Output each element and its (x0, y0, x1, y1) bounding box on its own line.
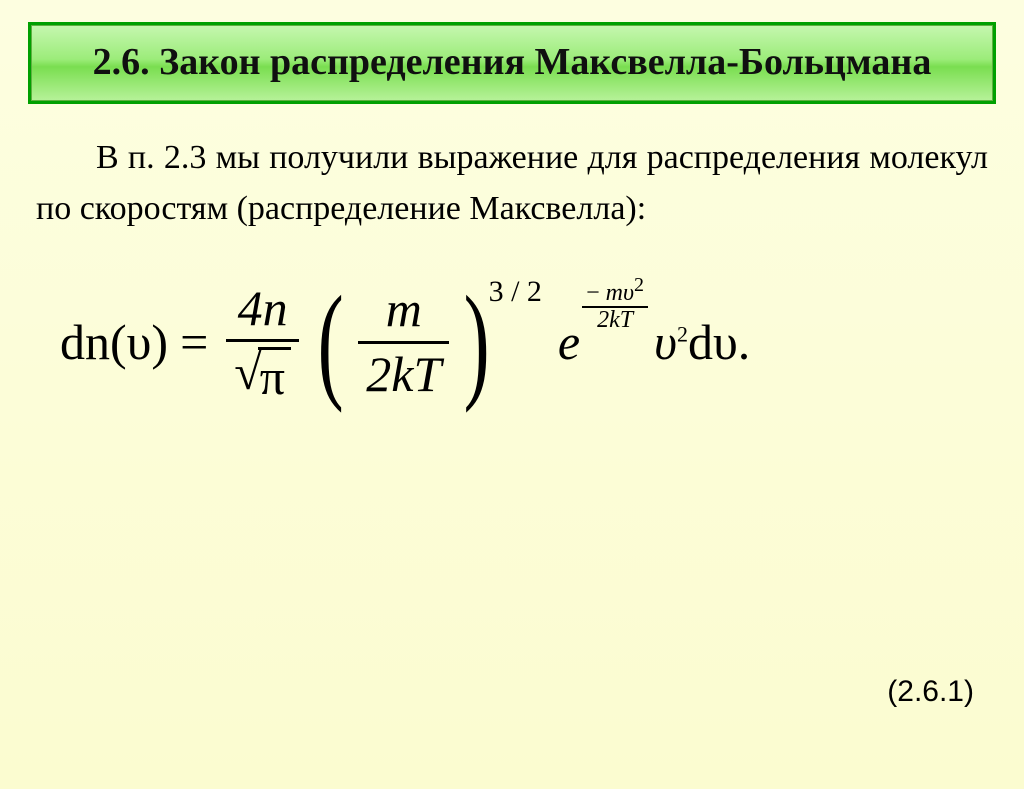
frac2-bar (358, 341, 449, 344)
frac1-denominator: √ π (226, 344, 299, 405)
left-paren: ( (318, 287, 344, 398)
maxwell-distribution-formula: dn(υ) = 4n √ π ( m 2kT ) 3 / 2 e (60, 280, 750, 406)
outer-exponent: 3 / 2 (489, 275, 542, 309)
sqrt-pi: √ π (234, 347, 291, 405)
exp-numerator: − mυ2 (582, 275, 648, 306)
slide-title: 2.6. Закон распределения Максвелла-Больц… (41, 39, 983, 87)
pi-symbol: π (258, 347, 291, 405)
exp-denominator: 2kT (593, 308, 637, 333)
fraction-4n-over-sqrtpi: 4n √ π (226, 280, 299, 406)
right-paren: ) (464, 287, 490, 398)
exp-num-squared: 2 (634, 274, 644, 296)
formula-lhs: dn(υ) (60, 313, 168, 371)
frac2-numerator: m (378, 281, 430, 339)
frac1-bar (226, 339, 299, 342)
frac2-denominator: 2kT (358, 346, 449, 404)
tail-v: υ (654, 314, 677, 370)
exponent-fraction: − mυ2 2kT (582, 275, 648, 333)
equals-sign: = (180, 313, 208, 371)
exp-num-mv: mυ (606, 280, 634, 306)
paren-group: ( m 2kT ) 3 / 2 (309, 281, 542, 403)
slide-title-box: 2.6. Закон распределения Максвелла-Больц… (28, 22, 996, 104)
formula-container: dn(υ) = 4n √ π ( m 2kT ) 3 / 2 e (0, 280, 1024, 406)
tail-dvdot: dυ. (688, 314, 750, 370)
e-symbol: e (558, 313, 580, 371)
fraction-m-over-2kT: m 2kT (358, 281, 449, 403)
exp-neg-sign: − (586, 280, 600, 306)
tail-v-squared: 2 (677, 322, 688, 347)
intro-paragraph: В п. 2.3 мы получили выражение для распр… (36, 132, 988, 234)
equation-number: (2.6.1) (887, 675, 974, 709)
formula-tail: υ2dυ. (654, 313, 750, 371)
frac1-numerator: 4n (230, 280, 296, 338)
